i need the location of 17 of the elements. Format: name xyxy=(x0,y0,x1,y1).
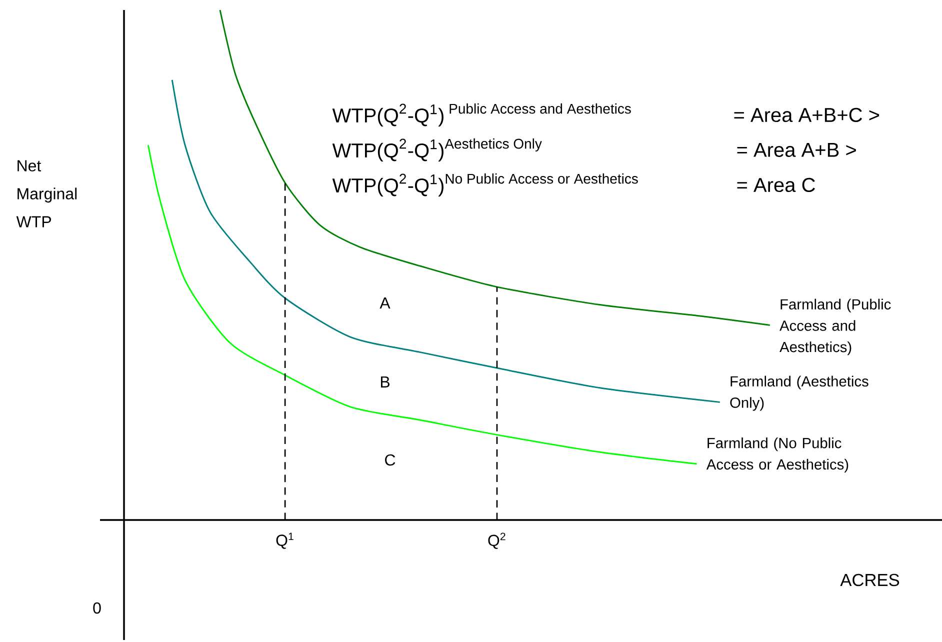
annotation: = Area C xyxy=(737,178,815,192)
annotation: $\text{WTP(Q}^{\text{2}}\text{-Q}^{\text{1}}\text{)}^{\text{ Public Access and Aesthetics}}$ xyxy=(332,103,631,127)
annotation: = Area A+B+C > xyxy=(734,108,880,122)
y-axis-title: Net Marginal WTP xyxy=(16,160,77,228)
series-label: Farmland (Aesthetics Only) xyxy=(730,376,868,411)
annotation: A xyxy=(380,297,390,308)
annotation: $\text{WTP(Q}^{\text{2}}\text{-Q}^{\text{1}}\text{)}^{\text{No Public Access or Aesthetics}}$ xyxy=(332,173,638,197)
series-label: Farmland (Public Access and Aesthetics) xyxy=(780,298,891,356)
x-tick-label: Q$^{2}$ xyxy=(488,532,506,549)
x-axis-title: ACRES xyxy=(840,574,900,586)
text: 0 xyxy=(93,602,101,614)
series-label: Farmland (No Public Access or Aesthetics) xyxy=(706,437,848,472)
annotation: = Area A+B > xyxy=(737,143,856,157)
annotation: B xyxy=(380,376,390,388)
annotation: C xyxy=(385,454,396,466)
annotation: $\text{WTP(Q}^{\text{2}}\text{-Q}^{\text{1}}\text{)}^{\text{Aesthetics Only}}$ xyxy=(332,138,542,162)
x-tick-label: Q$^{1}$ xyxy=(276,532,294,549)
